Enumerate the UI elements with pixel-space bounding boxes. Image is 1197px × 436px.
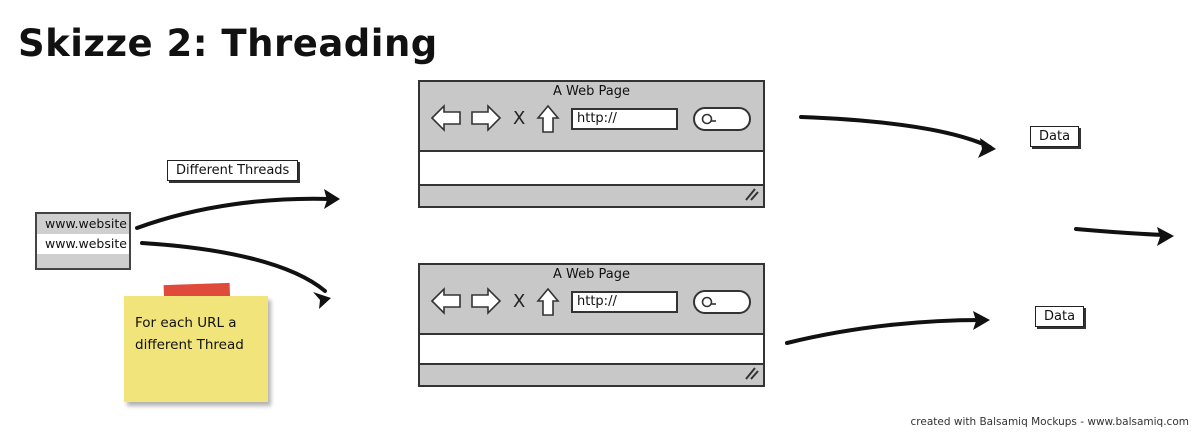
close-icon[interactable]: X [513, 291, 525, 312]
list-item[interactable]: www.website [37, 234, 129, 254]
sticky-note-line: For each URL a [135, 315, 237, 331]
browser-content [420, 150, 763, 186]
close-icon[interactable]: X [513, 108, 525, 129]
sticky-note-line: different Thread [135, 337, 244, 353]
footer-credit: created with Balsamiq Mockups - www.bals… [910, 416, 1189, 428]
arrow-to-browser-1 [135, 196, 334, 230]
search-box[interactable] [693, 290, 751, 314]
arrow-browser2-to-data [785, 318, 984, 345]
arrowhead [324, 189, 340, 209]
forward-arrow-icon[interactable] [471, 287, 502, 315]
browser-content [420, 333, 763, 365]
resize-grip-icon[interactable] [743, 186, 759, 202]
resize-grip-icon[interactable] [743, 365, 759, 381]
page-title: Skizze 2: Threading [18, 22, 438, 65]
arrowhead [313, 292, 331, 309]
browser-title: A Web Page [553, 267, 630, 282]
data-label-2: Data [1035, 306, 1085, 327]
forward-arrow-icon[interactable] [471, 104, 502, 132]
arrow-to-browser-2 [140, 241, 327, 293]
browser-nav-icons: X [430, 287, 560, 316]
threads-label: Different Threads [167, 160, 299, 181]
browser-window-1: A Web Page X http:// [418, 80, 765, 208]
arrowhead [1157, 227, 1174, 246]
url-list: www.website www.website [35, 212, 131, 270]
browser-nav-icons: X [430, 104, 560, 133]
arrow-browser1-to-data [799, 115, 992, 149]
url-input[interactable]: http:// [571, 108, 678, 130]
browser-title: A Web Page [553, 84, 630, 99]
back-arrow-icon[interactable] [430, 287, 461, 315]
arrowhead [978, 138, 996, 158]
home-icon[interactable] [536, 287, 560, 316]
data-label-1: Data [1030, 126, 1080, 147]
arrow-right-edge [1074, 227, 1167, 237]
search-icon [701, 113, 716, 125]
search-box[interactable] [693, 107, 751, 131]
back-arrow-icon[interactable] [430, 104, 461, 132]
arrowhead [973, 311, 990, 330]
home-icon[interactable] [536, 104, 560, 133]
sticky-note: For each URL a different Thread [124, 296, 268, 402]
list-item[interactable]: www.website [37, 214, 129, 234]
browser-window-2: A Web Page X http:// [418, 263, 765, 387]
search-icon [701, 296, 716, 308]
url-input[interactable]: http:// [571, 291, 678, 313]
